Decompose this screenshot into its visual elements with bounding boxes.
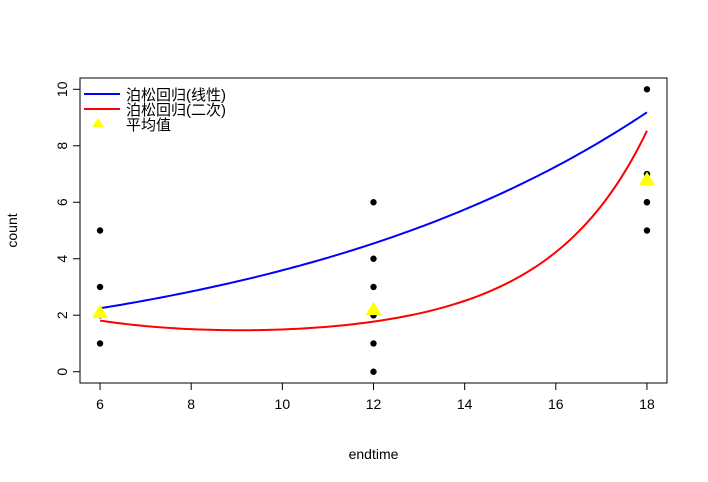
x-tick-label: 6 [96,396,104,412]
y-tick-label: 2 [54,311,70,319]
x-tick-label: 16 [548,396,564,412]
x-tick-label: 10 [275,396,291,412]
curve-exp_quadratic [99,130,648,332]
legend-label-quadratic: 泊松回归(二次) [126,102,226,119]
data-point [370,255,377,262]
data-point [370,368,377,375]
mean-triangle [365,301,382,316]
data-point [370,283,377,291]
data-point [96,227,104,234]
x-tick-label: 12 [366,396,382,412]
curve-exp_linear [99,111,648,310]
y-tick-label: 0 [54,368,70,376]
x-tick-label: 8 [187,396,195,412]
mean-markers [92,171,655,318]
mean-triangle [92,304,109,318]
y-axis: 0 2 4 6 8 10 [54,81,81,376]
x-axis-title: endtime [349,446,399,462]
y-tick-label: 6 [54,198,70,206]
legend: 泊松回归(线性) 泊松回归(二次) 平均值 [84,87,226,134]
data-point [643,86,651,93]
data-point [643,199,651,206]
y-tick-label: 10 [54,81,70,97]
legend-label-linear: 泊松回归(线性) [126,87,226,104]
x-tick-label: 18 [639,396,655,412]
data-point [643,227,651,234]
data-point [96,283,104,291]
data-point [370,199,377,206]
legend-triangle-icon [92,118,104,127]
y-tick-label: 8 [54,142,70,150]
legend-label-mean: 平均值 [126,117,171,134]
y-tick-label: 4 [54,255,70,263]
x-tick-label: 14 [457,396,473,412]
data-point [370,340,377,347]
y-axis-title: count [4,213,20,247]
data-points [96,86,651,375]
x-axis: 6 8 10 12 14 16 18 [96,382,655,412]
data-point [96,340,104,347]
mean-triangle [638,171,655,186]
regression-curves [99,111,648,332]
